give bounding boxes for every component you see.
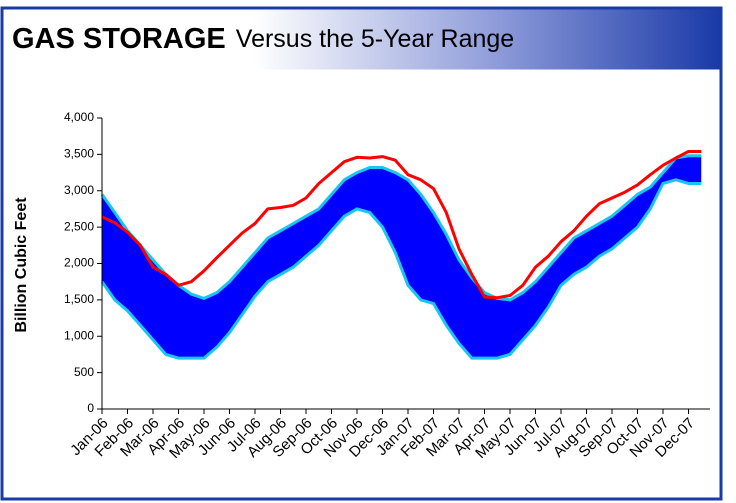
- y-tick-label: 1,500: [64, 292, 94, 306]
- range-area: [102, 155, 702, 359]
- chart-title: GAS STORAGE: [12, 23, 226, 55]
- y-tick-label: 2,500: [64, 219, 94, 233]
- y-tick-label: 0: [87, 401, 94, 415]
- title-line: GAS STORAGE Versus the 5-Year Range: [12, 23, 514, 55]
- y-tick-label: 2,000: [64, 256, 94, 270]
- range-lower: [100, 178, 702, 360]
- range-upper: [100, 154, 702, 302]
- y-tick-label: 4,000: [64, 110, 94, 124]
- banner: [3, 9, 720, 70]
- y-tick-label: 3,000: [64, 183, 94, 197]
- y-tick-label: 1,000: [64, 328, 94, 342]
- chart-subtitle: Versus the 5-Year Range: [236, 25, 514, 53]
- y-tick-label: 3,500: [64, 147, 94, 161]
- y-axis-label: Billion Cubic Feet: [13, 197, 30, 333]
- y-tick-label: 500: [74, 365, 94, 379]
- storage-line: [101, 150, 702, 300]
